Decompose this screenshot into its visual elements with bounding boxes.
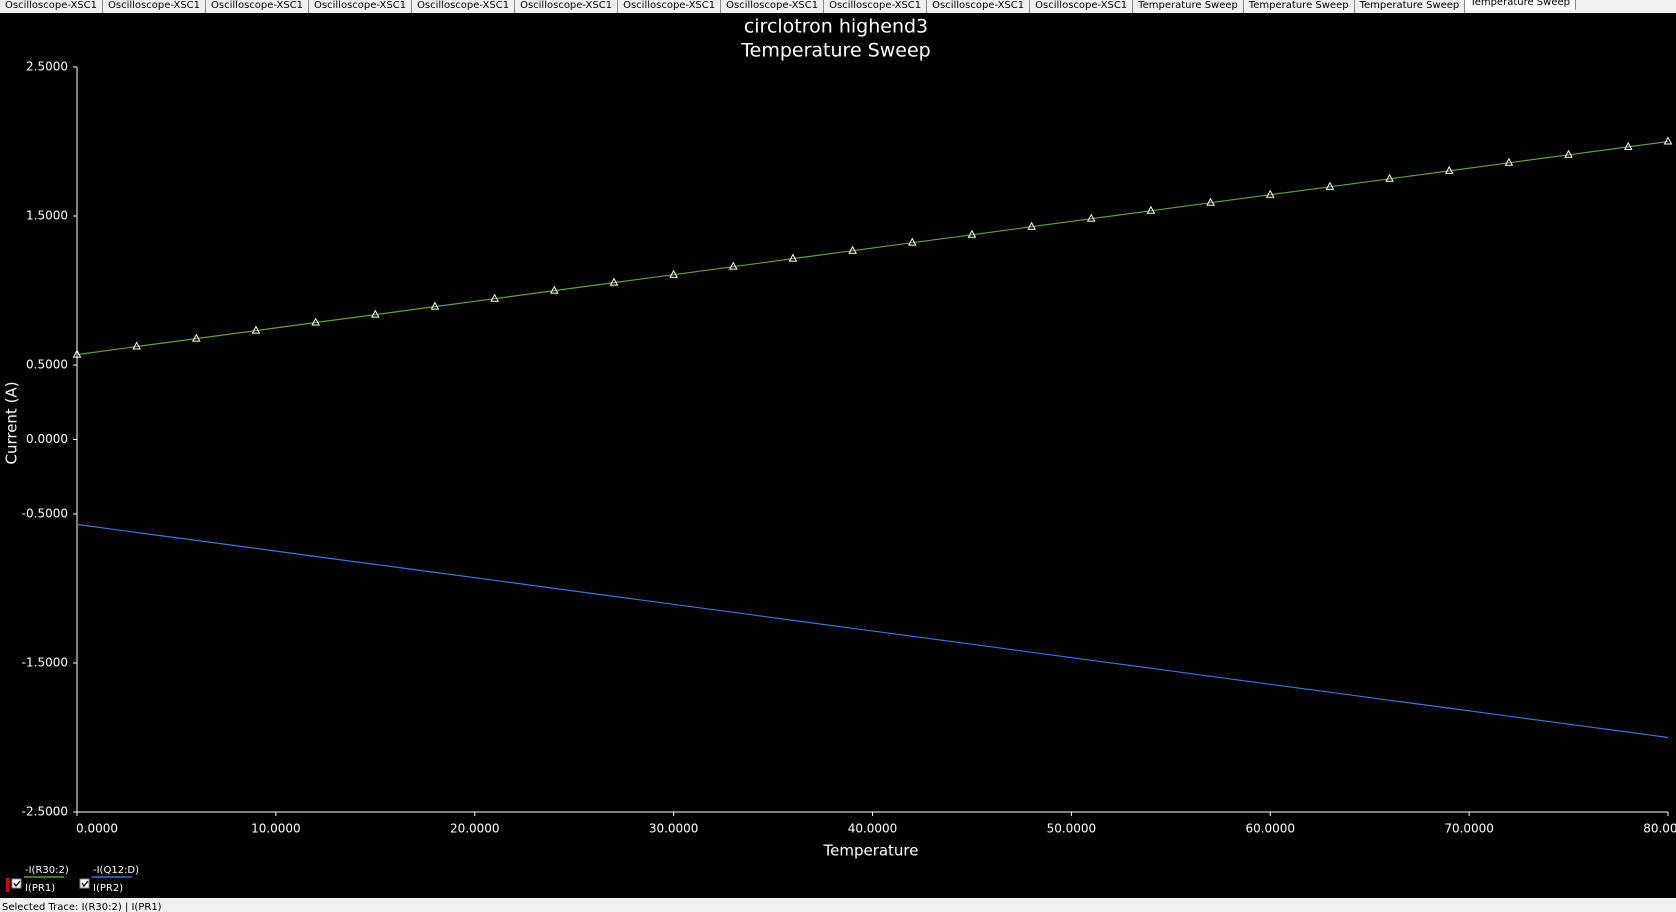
data-marker bbox=[1086, 213, 1096, 222]
data-marker bbox=[370, 309, 380, 318]
data-marker bbox=[430, 301, 440, 310]
data-marker bbox=[311, 317, 320, 326]
selection-marker bbox=[6, 878, 9, 892]
data-marker bbox=[72, 349, 82, 358]
x-tick-label: 0.0000 bbox=[76, 822, 118, 836]
y-tick-label: -0.5000 bbox=[22, 507, 68, 521]
data-marker bbox=[132, 341, 142, 350]
x-tick-label: 70.0000 bbox=[1444, 822, 1494, 836]
data-marker bbox=[848, 245, 857, 254]
tab[interactable]: Oscilloscope-XSC1 bbox=[721, 0, 825, 13]
y-tick-label: -1.5000 bbox=[22, 656, 68, 670]
data-marker bbox=[967, 229, 977, 238]
tab[interactable]: Temperature Sweep bbox=[1465, 0, 1576, 10]
series-line bbox=[76, 523, 1669, 739]
x-tick-label: 30.0000 bbox=[649, 822, 699, 836]
data-marker bbox=[1444, 165, 1454, 174]
x-axis-label: Temperature bbox=[822, 842, 918, 860]
tab[interactable]: Temperature Sweep bbox=[1355, 0, 1466, 13]
tab[interactable]: Oscilloscope-XSC1 bbox=[824, 0, 928, 13]
legend-checkbox bbox=[79, 878, 90, 889]
x-tick-label: 50.0000 bbox=[1047, 822, 1097, 836]
legend-probe: I(PR2) bbox=[93, 883, 123, 894]
tab[interactable]: Oscilloscope-XSC1 bbox=[1030, 0, 1134, 13]
tab[interactable]: Oscilloscope-XSC1 bbox=[0, 0, 104, 13]
data-marker bbox=[251, 325, 261, 334]
y-tick-label: 2.5000 bbox=[26, 60, 68, 74]
data-marker bbox=[1027, 221, 1036, 230]
data-marker bbox=[1265, 189, 1275, 198]
data-marker bbox=[1564, 149, 1573, 158]
legend-entry[interactable]: -I(Q12:D) I(PR2) bbox=[79, 865, 139, 894]
data-marker bbox=[728, 261, 738, 270]
x-tick-label: 80.0000 bbox=[1643, 822, 1676, 836]
tab[interactable]: Oscilloscope-XSC1 bbox=[927, 0, 1031, 13]
legend-probe: I(PR1) bbox=[25, 883, 55, 894]
y-tick-label: 0.5000 bbox=[26, 358, 68, 372]
y-tick-label: 1.5000 bbox=[26, 209, 68, 223]
x-tick-label: 60.0000 bbox=[1245, 822, 1295, 836]
data-marker bbox=[1146, 205, 1156, 214]
tab[interactable]: Temperature Sweep bbox=[1244, 0, 1355, 13]
legend-label: -I(Q12:D) bbox=[93, 865, 139, 876]
tab[interactable]: Oscilloscope-XSC1 bbox=[618, 0, 722, 13]
data-marker bbox=[490, 293, 499, 302]
y-tick-label: 0.0000 bbox=[26, 432, 68, 446]
data-marker bbox=[1663, 136, 1673, 145]
x-tick-label: 10.0000 bbox=[251, 822, 301, 836]
data-marker bbox=[191, 333, 201, 342]
series-line bbox=[76, 140, 1669, 356]
tab[interactable]: Temperature Sweep bbox=[1133, 0, 1244, 13]
tab[interactable]: Oscilloscope-XSC1 bbox=[206, 0, 310, 13]
chart-subtitle: Temperature Sweep bbox=[740, 40, 930, 62]
tab[interactable]: Oscilloscope-XSC1 bbox=[309, 0, 413, 13]
data-marker bbox=[788, 253, 798, 262]
legend-checkbox bbox=[11, 878, 22, 889]
legend-check bbox=[81, 880, 89, 888]
data-marker bbox=[1385, 173, 1394, 182]
legend-entry[interactable]: -I(R30:2) I(PR1) bbox=[11, 865, 69, 894]
chart-title: circlotron highend3 bbox=[744, 16, 928, 38]
data-marker bbox=[907, 237, 917, 246]
data-marker bbox=[1206, 197, 1215, 206]
chart: circlotron highend3 Temperature Sweep Te… bbox=[0, 13, 1676, 898]
y-tick-label: -2.5000 bbox=[22, 805, 68, 819]
x-tick-label: 40.0000 bbox=[848, 822, 898, 836]
data-marker bbox=[1623, 141, 1633, 150]
tab[interactable]: Oscilloscope-XSC1 bbox=[515, 0, 619, 13]
tab[interactable]: Oscilloscope-XSC1 bbox=[412, 0, 516, 13]
tab-bar: Oscilloscope-XSC1 Oscilloscope-XSC1 Oscill… bbox=[0, 0, 1676, 13]
data-marker bbox=[1504, 157, 1514, 166]
tab[interactable]: Oscilloscope-XSC1 bbox=[103, 0, 207, 13]
legend-check bbox=[13, 880, 21, 888]
data-marker bbox=[669, 269, 678, 278]
legend-label: -I(R30:2) bbox=[25, 865, 69, 876]
x-tick-label: 20.0000 bbox=[450, 822, 500, 836]
y-axis-label: Current (A) bbox=[3, 381, 21, 464]
data-marker bbox=[1325, 181, 1335, 190]
plot-background bbox=[0, 13, 1676, 898]
data-marker bbox=[609, 277, 619, 286]
data-marker bbox=[549, 285, 559, 294]
status-bar: Selected Trace: I(R30:2) | I(PR1) bbox=[0, 898, 1676, 912]
